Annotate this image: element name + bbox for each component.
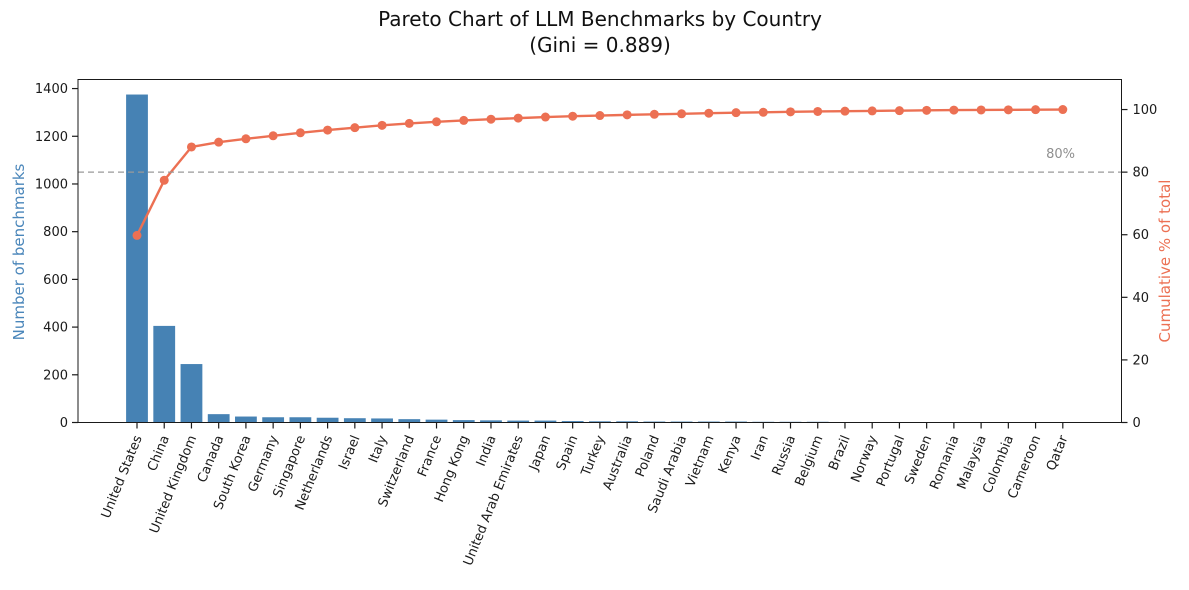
left-y-tick-label: 1000 — [35, 177, 68, 192]
right-y-tick-label: 100 — [1133, 103, 1158, 118]
cumulative-marker-norway — [867, 106, 877, 116]
x-tick-label-india: India — [474, 433, 500, 468]
bar-switzerland — [398, 419, 421, 423]
cumulative-marker-sweden — [922, 105, 932, 115]
cumulative-marker-iran — [758, 107, 768, 117]
bar-canada — [207, 414, 230, 423]
left-y-tick-label: 1200 — [35, 130, 68, 145]
chart-subtitle: (Gini = 0.889) — [529, 33, 671, 57]
cumulative-marker-netherlands — [323, 125, 333, 135]
cumulative-marker-united-states — [132, 230, 142, 240]
x-tick-label-qatar: Qatar — [1044, 433, 1072, 473]
x-tick-label-brazil: Brazil — [826, 433, 853, 472]
x-tick-label-iran: Iran — [749, 433, 772, 462]
bar-israel — [343, 418, 366, 423]
bar-south-korea — [235, 416, 257, 423]
x-tick-label-japan: Japan — [526, 433, 554, 473]
left-y-tick-label: 0 — [60, 416, 68, 431]
bar-india — [480, 420, 502, 423]
cumulative-marker-hong-kong — [459, 115, 469, 125]
x-tick-label-israel: Israel — [336, 433, 363, 472]
right-y-tick-label: 60 — [1133, 228, 1150, 243]
bar-germany — [262, 417, 285, 423]
bar-spain — [561, 421, 584, 423]
cumulative-marker-south-korea — [241, 134, 251, 144]
x-tick-label-poland: Poland — [633, 433, 663, 479]
cumulative-marker-singapore — [295, 128, 305, 138]
right-y-tick-label: 80 — [1133, 166, 1150, 181]
cumulative-marker-turkey — [595, 111, 605, 121]
left-y-tick-label: 1400 — [35, 82, 68, 97]
cumulative-marker-russia — [786, 107, 796, 117]
left-y-tick-label: 200 — [43, 368, 68, 383]
cumulative-marker-vietnam — [704, 108, 714, 118]
bar-united-arab-emirates — [507, 420, 530, 423]
bar-australia — [616, 421, 639, 423]
cumulative-marker-switzerland — [404, 118, 414, 128]
bar-turkey — [589, 421, 611, 423]
left-y-tick-label: 600 — [43, 273, 68, 288]
chart-title-block: Pareto Chart of LLM Benchmarks by Countr… — [78, 6, 1122, 58]
cumulative-marker-italy — [377, 120, 387, 130]
cumulative-marker-australia — [622, 110, 632, 120]
cumulative-marker-united-kingdom — [186, 142, 196, 152]
cumulative-marker-israel — [350, 123, 360, 133]
x-tick-label-turkey: Turkey — [578, 433, 608, 479]
cumulative-marker-belgium — [813, 106, 823, 116]
left-y-tick-label: 400 — [43, 321, 68, 336]
cumulative-marker-kenya — [731, 108, 741, 118]
reference-line-label: 80% — [1046, 147, 1075, 162]
x-tick-label-spain: Spain — [554, 433, 582, 472]
right-y-tick-label: 0 — [1133, 416, 1141, 431]
cumulative-marker-japan — [540, 112, 550, 122]
cumulative-marker-saudi-arabia — [677, 109, 687, 119]
cumulative-marker-united-arab-emirates — [513, 113, 523, 123]
bar-singapore — [289, 417, 312, 423]
cumulative-marker-china — [159, 175, 169, 185]
bar-italy — [371, 418, 393, 423]
x-tick-label-italy: Italy — [366, 433, 391, 465]
bar-united-kingdom — [180, 364, 203, 423]
x-tick-label-kenya: Kenya — [716, 433, 745, 476]
bar-china — [153, 325, 176, 423]
x-tick-label-russia: Russia — [770, 433, 800, 477]
left-y-tick-label: 800 — [43, 225, 68, 240]
cumulative-marker-portugal — [894, 106, 904, 116]
chart-title: Pareto Chart of LLM Benchmarks by Countr… — [378, 7, 822, 31]
bar-netherlands — [316, 417, 339, 423]
cumulative-marker-germany — [268, 131, 278, 141]
x-tick-label-france: France — [415, 433, 445, 479]
plot-spines — [77, 79, 1122, 423]
cumulative-marker-india — [486, 114, 496, 124]
bar-hong-kong — [452, 420, 475, 423]
cumulative-marker-france — [432, 117, 442, 127]
cumulative-marker-romania — [949, 105, 959, 115]
cumulative-marker-malaysia — [976, 105, 986, 115]
cumulative-marker-canada — [214, 137, 224, 147]
cumulative-marker-brazil — [840, 106, 850, 116]
x-tick-label-china: China — [145, 433, 173, 473]
bar-france — [425, 419, 448, 423]
cumulative-marker-qatar — [1058, 105, 1068, 115]
cumulative-marker-cameroon — [1031, 105, 1041, 115]
bar-united-states — [126, 94, 148, 423]
cumulative-marker-spain — [568, 111, 578, 121]
bar-japan — [534, 420, 557, 423]
cumulative-marker-colombia — [1003, 105, 1013, 115]
cumulative-marker-poland — [649, 109, 659, 119]
right-y-tick-label: 20 — [1133, 353, 1150, 368]
right-y-tick-label: 40 — [1133, 291, 1150, 306]
x-tick-label-united-states: United States — [99, 433, 146, 520]
x-tick-label-united-arab-emirates: United Arab Emirates — [461, 433, 527, 568]
